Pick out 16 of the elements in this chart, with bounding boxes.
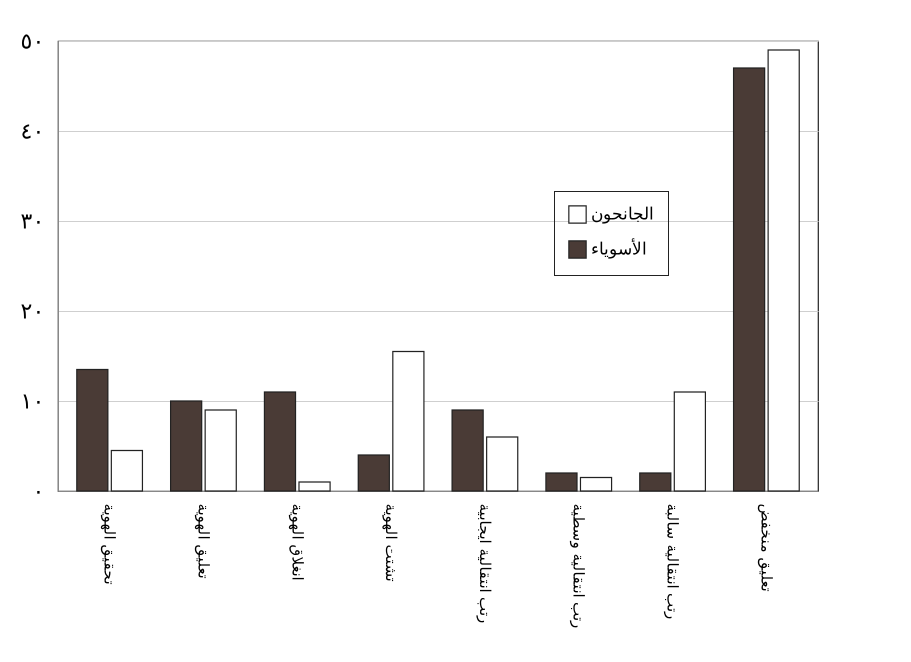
x-tick-label: تعليق الهوية bbox=[194, 504, 212, 578]
y-tick-label: ٥٠ bbox=[20, 30, 44, 54]
legend-label: الجانحون bbox=[591, 204, 654, 224]
x-tick-label: انغلاق الهوية bbox=[288, 504, 306, 580]
y-tick-label: ١٠ bbox=[20, 390, 44, 414]
x-tick-label: تعليق منخفض bbox=[757, 504, 776, 592]
x-tick-label: رتب انتقالية ايجابية bbox=[476, 504, 494, 624]
y-tick-label: ٤٠ bbox=[20, 120, 44, 144]
legend-label: الأسوياء bbox=[591, 238, 647, 260]
x-tick-label: تحقيق الهوية bbox=[100, 504, 119, 584]
y-tick-label: ٠ bbox=[32, 480, 44, 504]
x-tick-label: تشتت الهوية bbox=[382, 504, 400, 582]
y-tick-label: ٢٠ bbox=[20, 300, 44, 324]
x-tick-label: رتب انتقالية وسطية bbox=[570, 504, 588, 628]
y-tick-label: ٣٠ bbox=[20, 210, 44, 234]
x-tick-label: رتب انتقالية سالبة bbox=[664, 504, 682, 620]
